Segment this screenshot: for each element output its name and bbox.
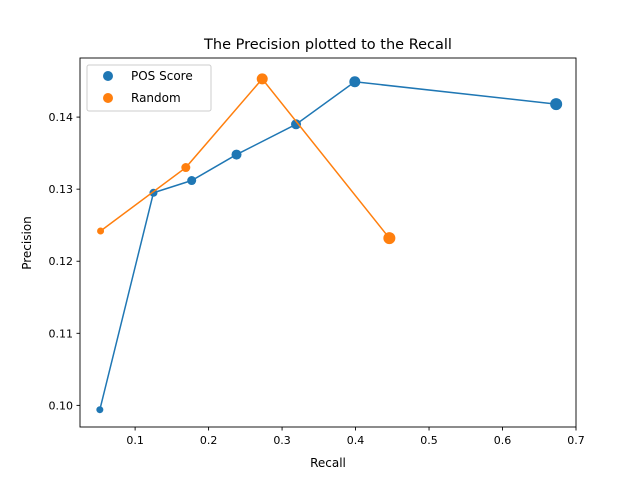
- x-tick-label: 0.3: [273, 434, 291, 447]
- y-tick-label: 0.14: [49, 111, 74, 124]
- legend-box: [86, 64, 212, 112]
- x-tick-label: 0.2: [200, 434, 218, 447]
- x-tick-label: 0.7: [567, 434, 585, 447]
- data-point-pos-score: [96, 406, 104, 414]
- x-tick-label: 0.4: [347, 434, 365, 447]
- y-tick-label: 0.13: [49, 183, 74, 196]
- x-tick-label: 0.6: [494, 434, 512, 447]
- chart-title: The Precision plotted to the Recall: [203, 37, 452, 53]
- data-point-random: [256, 73, 268, 85]
- x-tick-label: 0.5: [420, 434, 438, 447]
- axes-frame: [79, 57, 577, 428]
- x-tick-label: 0.1: [126, 434, 144, 447]
- data-point-pos-score: [349, 76, 361, 88]
- y-tick-label: 0.12: [49, 255, 74, 268]
- legend-marker-pos-score: [103, 71, 113, 81]
- y-axis-label: Precision: [20, 216, 34, 270]
- x-axis-ticks: 0.1 0.2 0.3 0.4 0.5 0.6 0.7: [126, 427, 585, 447]
- legend-label-random: Random: [131, 91, 181, 105]
- y-tick-label: 0.10: [49, 399, 74, 412]
- x-axis-label: Recall: [310, 456, 346, 470]
- legend-marker-random: [103, 93, 113, 103]
- data-point-random: [181, 163, 191, 173]
- data-point-pos-score: [550, 98, 563, 111]
- legend-label-pos-score: POS Score: [131, 69, 193, 83]
- series-line-random: [100, 77, 390, 239]
- data-point-pos-score: [231, 149, 242, 160]
- y-axis-ticks: 0.10 0.11 0.12 0.13 0.14: [49, 111, 80, 412]
- legend: POS Score Random: [86, 64, 212, 112]
- plot-area: [96, 73, 563, 414]
- data-point-pos-score: [291, 119, 302, 130]
- data-point-pos-score: [187, 176, 197, 186]
- y-tick-label: 0.11: [49, 327, 74, 340]
- data-point-random: [383, 232, 396, 245]
- data-point-random: [97, 227, 105, 235]
- series-line-pos-score: [99, 81, 557, 410]
